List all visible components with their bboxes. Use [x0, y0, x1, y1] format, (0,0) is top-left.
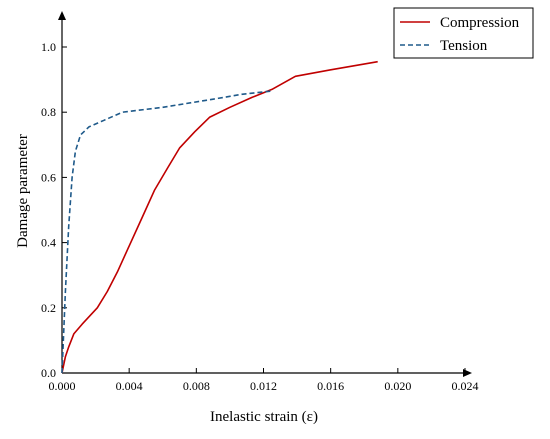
x-ticks: 0.000 0.004 0.008 0.012 0.016 0.020 0.024 — [49, 368, 479, 393]
series-line-tension — [61, 90, 272, 374]
y-axis-arrow — [58, 11, 66, 20]
y-tick-label: 0.8 — [41, 105, 56, 119]
x-axis-arrow — [463, 369, 472, 377]
legend-label-compression: Compression — [440, 15, 520, 31]
series-line-compression — [61, 60, 378, 374]
y-tick-label: 0.6 — [41, 170, 56, 184]
x-tick-label: 0.020 — [384, 379, 411, 393]
legend-label-tension: Tension — [440, 38, 488, 54]
legend-box — [393, 7, 534, 59]
x-tick-label: 0.004 — [116, 379, 143, 393]
y-tick-label: 1.0 — [41, 40, 56, 54]
series-layer — [61, 60, 378, 374]
x-tick-label: 0.024 — [452, 379, 479, 393]
y-tick-label: 0.0 — [41, 366, 56, 380]
x-tick-label: 0.016 — [317, 379, 344, 393]
x-tick-label: 0.008 — [183, 379, 210, 393]
y-ticks: 0.0 0.2 0.4 0.6 0.8 1.0 — [41, 40, 67, 380]
x-tick-label: 0.012 — [250, 379, 277, 393]
y-axis-label: Damage parameter — [15, 134, 31, 248]
y-tick-label: 0.4 — [41, 236, 56, 250]
axes — [58, 11, 472, 377]
legend: Compression Tension — [393, 7, 534, 59]
x-axis-label: Inelastic strain (ε) — [210, 409, 318, 425]
x-tick-label: 0.000 — [49, 379, 76, 393]
y-tick-label: 0.2 — [41, 301, 56, 315]
